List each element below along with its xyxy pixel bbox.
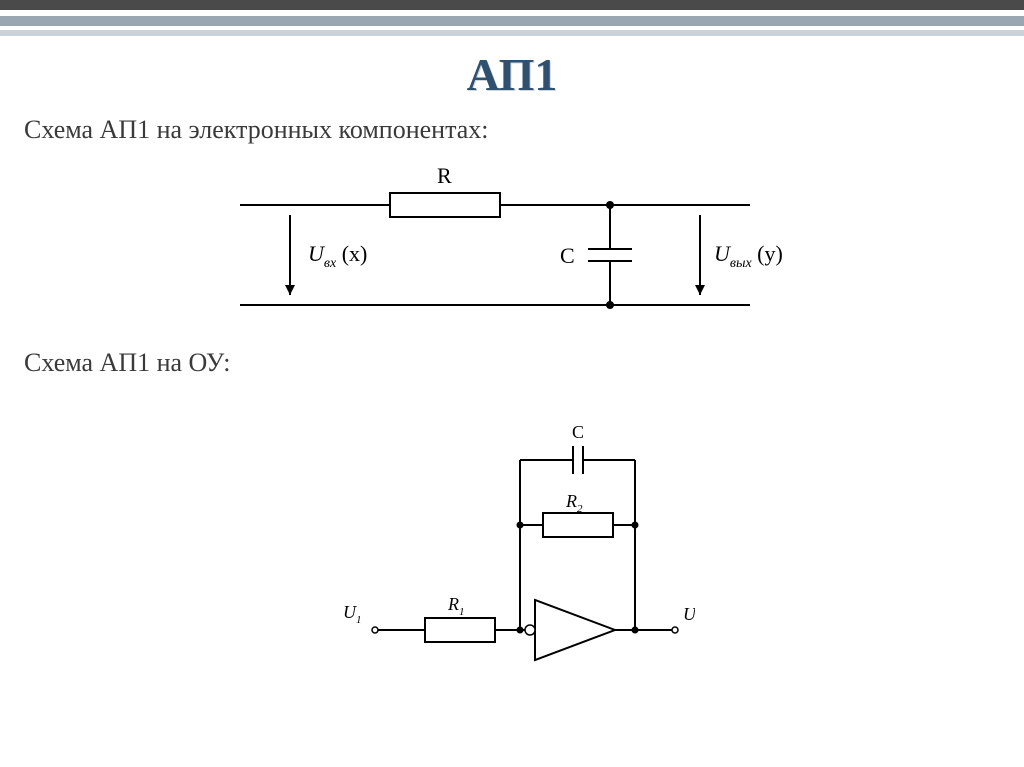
svg-text:C: C [560,243,575,268]
svg-text:U1: U1 [343,602,362,626]
stripe-5 [0,30,1024,36]
svg-text:C: C [572,422,584,442]
subtitle-opamp: Схема АП1 на ОУ: [24,348,231,378]
subtitle-rc: Схема АП1 на электронных компонентах: [24,115,489,145]
svg-text:R1: R1 [447,594,465,618]
slide-title: АП1 [0,48,1024,101]
header-stripes [0,0,1024,36]
opamp-circuit-diagram: U1 R1 U2 R2 C [325,400,695,710]
rc-circuit-diagram: R C Uвх (x) Uвых (y) [230,155,790,335]
svg-text:Uвх (x): Uвх (x) [308,241,367,271]
svg-text:U2: U2 [683,604,695,628]
svg-text:R: R [437,163,452,188]
svg-text:Uвых (y): Uвых (y) [714,241,783,271]
stripe-1 [0,0,1024,10]
svg-text:R2: R2 [565,491,583,515]
stripe-3 [0,16,1024,26]
